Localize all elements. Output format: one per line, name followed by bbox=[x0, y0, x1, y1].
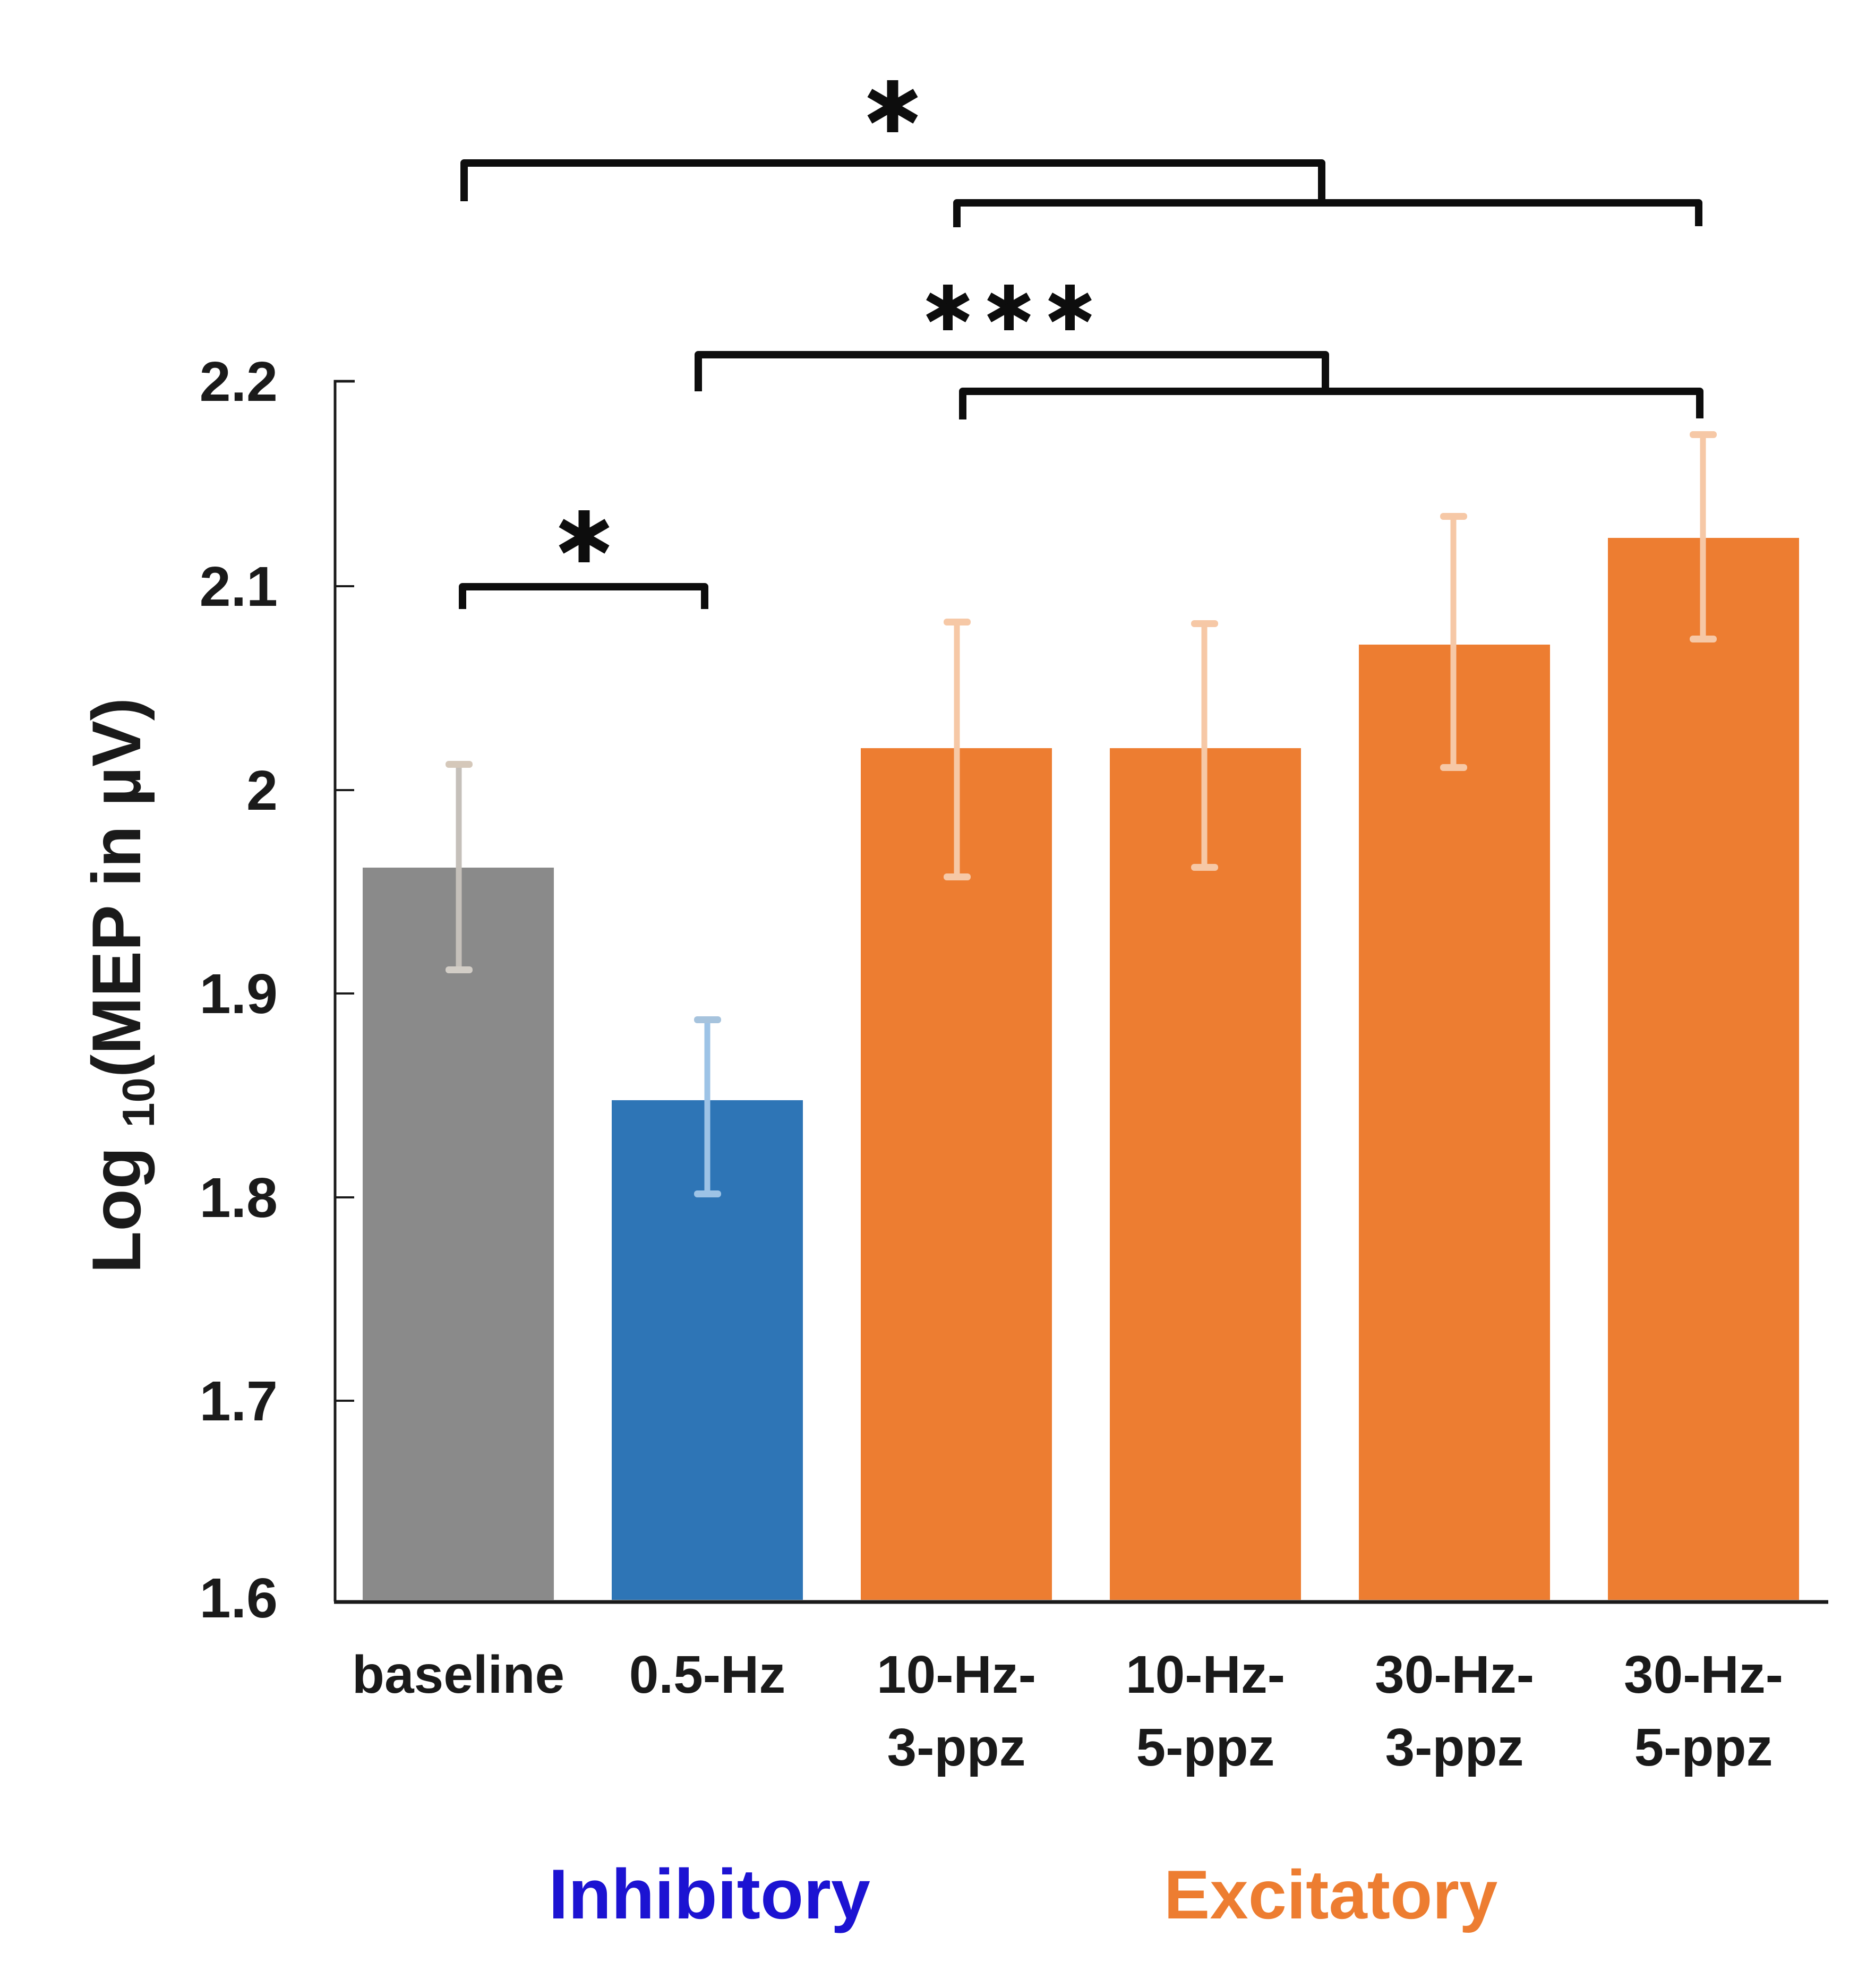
svg-text:2.2: 2.2 bbox=[200, 350, 278, 413]
svg-text:1.6: 1.6 bbox=[200, 1567, 278, 1630]
svg-text:10-Hz-: 10-Hz- bbox=[877, 1645, 1036, 1704]
svg-text:2.1: 2.1 bbox=[200, 555, 278, 618]
svg-text:1.7: 1.7 bbox=[200, 1370, 278, 1433]
svg-text:5-ppz: 5-ppz bbox=[1136, 1718, 1274, 1777]
svg-text:1.8: 1.8 bbox=[200, 1167, 278, 1229]
svg-text:Log 10(MEP in µV): Log 10(MEP in µV) bbox=[78, 698, 164, 1273]
svg-text:30-Hz-: 30-Hz- bbox=[1624, 1645, 1783, 1704]
svg-text:10-Hz-: 10-Hz- bbox=[1126, 1645, 1285, 1704]
svg-text:5-ppz: 5-ppz bbox=[1634, 1718, 1773, 1777]
svg-text:1.9: 1.9 bbox=[200, 963, 278, 1025]
svg-text:2: 2 bbox=[246, 759, 278, 822]
svg-text:0.5-Hz: 0.5-Hz bbox=[629, 1645, 786, 1704]
svg-text:Excitatory: Excitatory bbox=[1164, 1856, 1498, 1933]
svg-text:Inhibitory: Inhibitory bbox=[549, 1855, 870, 1934]
svg-text:3-ppz: 3-ppz bbox=[887, 1718, 1025, 1777]
svg-text:3-ppz: 3-ppz bbox=[1385, 1718, 1523, 1777]
svg-text:30-Hz-: 30-Hz- bbox=[1375, 1645, 1534, 1704]
svg-text:baseline: baseline bbox=[352, 1645, 564, 1704]
